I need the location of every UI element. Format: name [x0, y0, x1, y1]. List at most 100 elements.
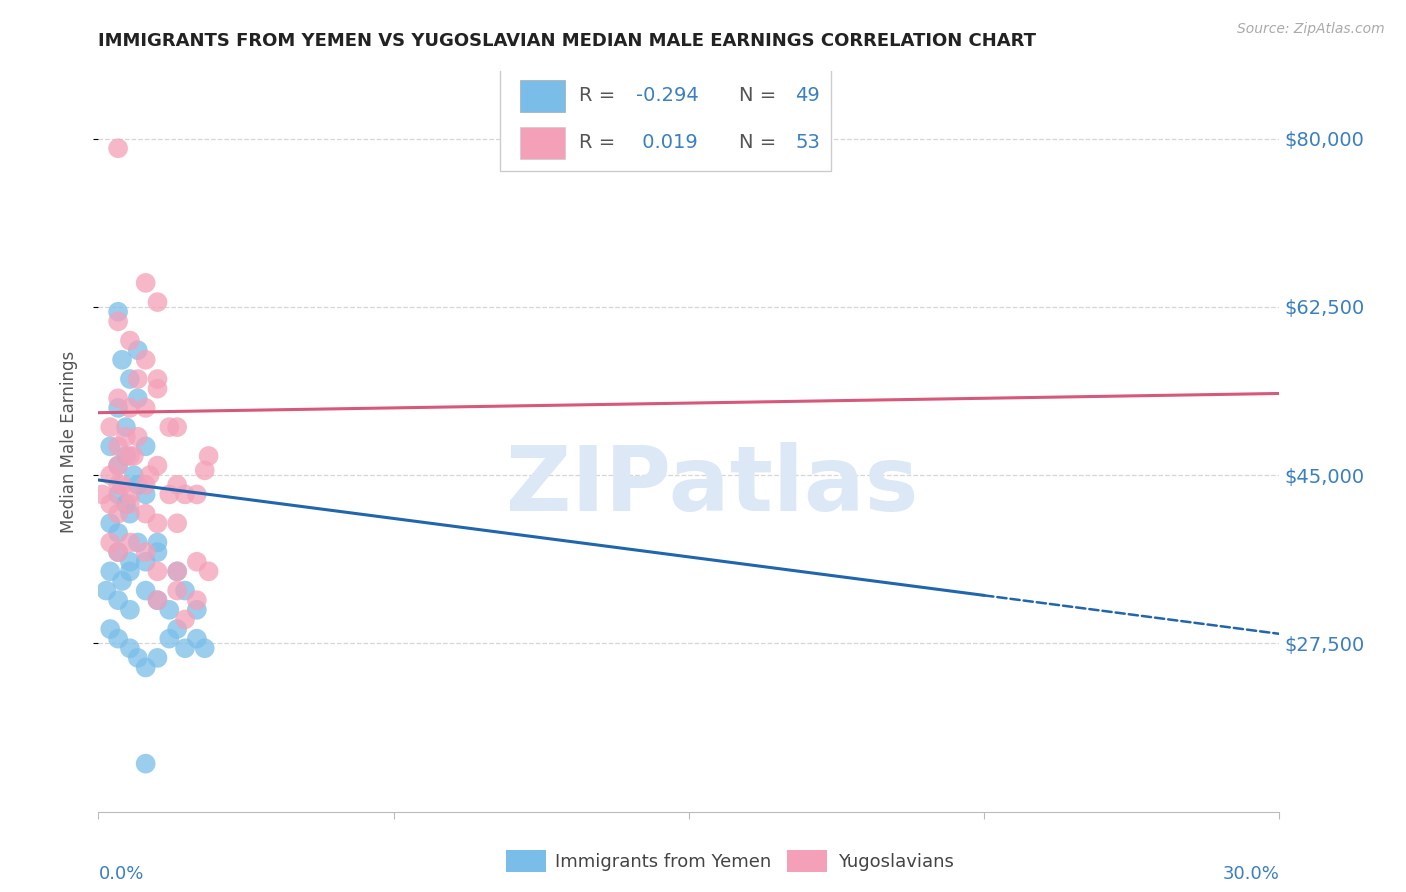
Point	[135, 507, 157, 521]
Point	[98, 622, 121, 636]
Point	[174, 487, 197, 501]
Point	[146, 382, 169, 396]
Point	[166, 565, 188, 579]
Point	[135, 352, 157, 367]
Point	[107, 304, 129, 318]
Point	[118, 497, 141, 511]
Point	[166, 622, 188, 636]
Point	[135, 401, 157, 415]
Point	[111, 574, 134, 588]
Point	[107, 593, 129, 607]
Point	[118, 641, 141, 656]
Text: 53: 53	[796, 133, 820, 153]
Point	[166, 583, 188, 598]
Point	[174, 641, 197, 656]
Point	[115, 449, 138, 463]
Point	[107, 545, 129, 559]
Point	[107, 439, 129, 453]
Text: N =: N =	[738, 87, 782, 105]
Point	[127, 478, 149, 492]
Point	[135, 660, 157, 674]
Point	[98, 516, 121, 531]
Point	[98, 535, 121, 549]
Point	[115, 497, 138, 511]
Point	[115, 430, 138, 444]
Point	[118, 401, 141, 415]
Text: 0.0%: 0.0%	[98, 864, 143, 882]
Point	[157, 420, 180, 434]
Point	[107, 632, 129, 646]
Point	[135, 583, 157, 598]
Text: N =: N =	[738, 133, 782, 153]
Point	[146, 593, 169, 607]
Point	[186, 603, 208, 617]
Point	[197, 449, 219, 463]
Point	[127, 651, 149, 665]
Point	[146, 535, 169, 549]
Point	[118, 334, 141, 348]
Point	[186, 487, 208, 501]
Point	[197, 565, 219, 579]
Point	[135, 439, 157, 453]
Point	[107, 141, 129, 155]
Point	[157, 487, 180, 501]
Point	[174, 583, 197, 598]
Point	[127, 343, 149, 358]
Point	[107, 314, 129, 328]
Point	[146, 593, 169, 607]
Point	[111, 352, 134, 367]
Point	[174, 612, 197, 626]
Point	[96, 583, 118, 598]
FancyBboxPatch shape	[501, 64, 831, 171]
Point	[146, 295, 169, 310]
Point	[166, 420, 188, 434]
Text: R =: R =	[579, 133, 621, 153]
Point	[118, 565, 141, 579]
Point	[107, 401, 129, 415]
Point	[107, 525, 129, 540]
Point	[107, 545, 129, 559]
Point	[122, 449, 145, 463]
Text: 0.019: 0.019	[636, 133, 697, 153]
Point	[166, 516, 188, 531]
Point	[186, 632, 208, 646]
Text: 30.0%: 30.0%	[1223, 864, 1279, 882]
Point	[166, 565, 188, 579]
Point	[107, 507, 129, 521]
Point	[135, 555, 157, 569]
Point	[98, 468, 121, 483]
Point	[118, 535, 141, 549]
Point	[135, 276, 157, 290]
Point	[118, 372, 141, 386]
Point	[98, 565, 121, 579]
Point	[186, 555, 208, 569]
Point	[107, 391, 129, 405]
Point	[194, 463, 217, 477]
Y-axis label: Median Male Earnings: Median Male Earnings	[59, 351, 77, 533]
Point	[98, 439, 121, 453]
Point	[146, 372, 169, 386]
Point	[127, 430, 149, 444]
Text: -0.294: -0.294	[636, 87, 699, 105]
Point	[91, 487, 114, 501]
Point	[146, 545, 169, 559]
Point	[135, 487, 157, 501]
Point	[107, 478, 129, 492]
FancyBboxPatch shape	[520, 127, 565, 159]
Point	[118, 507, 141, 521]
Text: Source: ZipAtlas.com: Source: ZipAtlas.com	[1237, 22, 1385, 37]
Text: IMMIGRANTS FROM YEMEN VS YUGOSLAVIAN MEDIAN MALE EARNINGS CORRELATION CHART: IMMIGRANTS FROM YEMEN VS YUGOSLAVIAN MED…	[98, 32, 1036, 50]
Point	[157, 603, 180, 617]
Point	[157, 632, 180, 646]
Point	[166, 478, 188, 492]
Text: 49: 49	[796, 87, 820, 105]
Point	[118, 449, 141, 463]
Point	[118, 487, 141, 501]
Point	[194, 641, 217, 656]
Point	[111, 478, 134, 492]
Point	[107, 458, 129, 473]
Point	[135, 756, 157, 771]
Text: Immigrants from Yemen: Immigrants from Yemen	[555, 853, 772, 871]
Point	[115, 420, 138, 434]
Point	[135, 545, 157, 559]
